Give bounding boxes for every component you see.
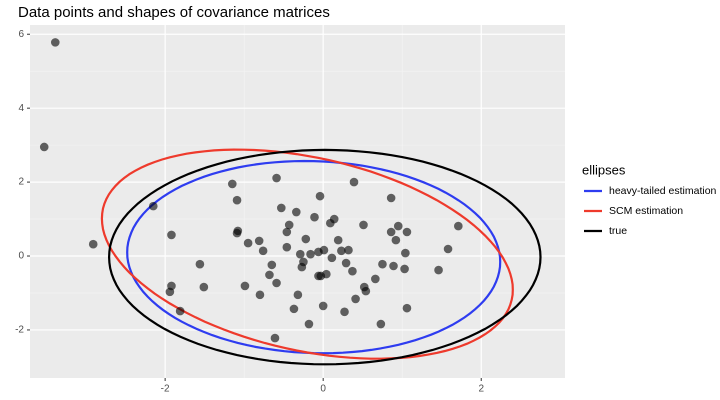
panel [30,25,565,378]
data-point [327,253,337,263]
data-point [344,245,353,255]
data-point [265,270,274,280]
data-point [443,244,453,254]
data-point [434,265,443,275]
data-point [165,287,175,297]
data-point [371,274,380,284]
y-tick-label: 2 [18,177,24,188]
data-point [310,212,319,222]
data-point [322,269,331,279]
data-point [391,235,401,245]
data-point [289,304,299,314]
data-point [276,203,286,213]
data-point [376,319,386,329]
data-point [148,201,158,211]
data-point [270,333,280,343]
ellipse [126,159,502,355]
legend-title: ellipses [582,162,626,177]
data-point [232,195,242,205]
data-point [337,246,346,256]
legend-label: SCM estimation [609,205,683,217]
data-point [389,261,398,271]
data-point [255,290,265,300]
data-point [378,259,387,269]
data-point [329,214,339,224]
data-point [393,221,403,231]
data-point [240,281,250,291]
data-point [195,259,205,269]
data-point [258,246,268,256]
data-point [315,191,325,201]
ellipse [100,148,514,360]
data-point [292,207,301,217]
data-point [282,242,292,252]
data-point [175,306,185,316]
data-point [359,220,368,230]
data-point [167,230,176,240]
data-point [232,228,242,238]
data-point [267,260,277,270]
data-point [361,286,371,296]
data-point [282,227,292,237]
data-point [400,264,409,274]
y-tick-label: -2 [15,325,24,336]
data-point [401,248,410,258]
chart-title: Data points and shapes of covariance mat… [18,4,330,21]
data-point [351,294,360,304]
x-tick-label: 2 [478,384,484,395]
data-point [304,319,314,329]
y-tick-label: 0 [18,251,24,262]
data-point [50,38,60,47]
legend-label: true [609,225,627,237]
x-tick-label: 0 [320,384,326,395]
data-point [402,303,412,313]
data-point [386,227,396,237]
data-point [39,142,49,152]
data-point [318,301,328,311]
data-point [348,266,357,276]
data-point [454,221,463,231]
data-point [272,173,281,183]
data-point [306,249,315,259]
data-point [228,179,237,189]
y-tick-label: 4 [18,103,24,114]
data-point [88,239,98,249]
x-tick-label: -2 [161,384,170,395]
data-point [295,249,305,259]
data-point [299,257,308,267]
data-point [349,177,359,187]
data-point [254,236,264,246]
y-tick-label: 6 [18,29,24,40]
data-point [199,282,209,292]
data-point [319,245,329,255]
data-point [386,193,396,203]
ellipse [107,148,542,366]
legend-label: heavy-tailed estimation [609,185,717,197]
data-point [340,307,349,317]
data-point [293,290,303,300]
data-point [341,258,351,268]
data-point [402,227,412,237]
data-point [284,220,294,230]
data-point [243,238,253,248]
data-point [333,235,343,245]
data-point [272,278,281,288]
data-point [301,234,311,244]
